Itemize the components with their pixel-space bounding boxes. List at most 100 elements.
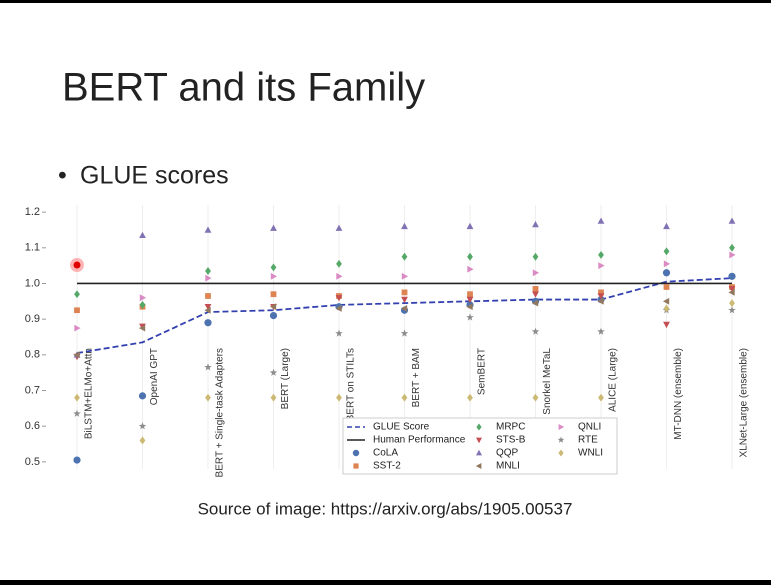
- marker: [597, 293, 605, 300]
- marker: [532, 286, 539, 292]
- marker: [204, 363, 212, 371]
- marker: [729, 299, 735, 308]
- legend-label: MNLI: [496, 461, 520, 472]
- line: [76, 277, 733, 354]
- marker: [532, 291, 539, 298]
- marker: [728, 272, 736, 280]
- marker: [74, 290, 80, 299]
- marker: [269, 303, 277, 311]
- marker: [401, 296, 408, 304]
- marker: [139, 300, 146, 309]
- x-tick-label: OpenAI GPT: [149, 348, 160, 405]
- top-border: [0, 0, 771, 3]
- legend-swatch: [558, 449, 564, 457]
- marker: [205, 393, 211, 402]
- marker: [400, 329, 409, 337]
- legend-swatch: [475, 463, 482, 469]
- legend-swatch: [353, 463, 359, 469]
- marker: [204, 319, 212, 327]
- marker: [466, 296, 474, 304]
- marker: [335, 329, 343, 337]
- marker: [74, 307, 80, 314]
- marker: [728, 306, 736, 314]
- marker: [401, 272, 409, 280]
- marker: [729, 243, 735, 252]
- x-tick-label: Snorkel MeTaL: [542, 348, 553, 415]
- marker: [598, 393, 604, 402]
- y-tick-label: 1.0: [25, 277, 40, 289]
- marker: [205, 267, 211, 275]
- y-tick-label: 0.5: [25, 456, 40, 468]
- marker: [269, 311, 278, 320]
- legend-swatch: [352, 449, 360, 457]
- marker: [662, 269, 671, 277]
- marker: [139, 436, 146, 445]
- legend-label: RTE: [578, 435, 598, 446]
- marker: [74, 324, 81, 332]
- x-tick-label: XLNet-Large (ensemble): [739, 348, 750, 458]
- marker: [663, 304, 670, 313]
- x-tick-label: MT-DNN (ensemble): [673, 348, 684, 440]
- marker: [663, 284, 670, 290]
- marker: [139, 294, 147, 302]
- marker: [663, 247, 670, 256]
- legend-label: STS-B: [496, 435, 526, 446]
- legend-swatch: [557, 436, 565, 443]
- legend-label: QQP: [496, 448, 519, 459]
- legend-label: Human Performance: [373, 435, 466, 446]
- marker: [466, 222, 474, 230]
- marker: [270, 263, 277, 272]
- marker: [467, 265, 474, 273]
- marker: [335, 224, 343, 231]
- marker: [73, 456, 81, 464]
- legend-label: QNLI: [578, 422, 601, 433]
- legend-label: MRPC: [496, 422, 525, 433]
- bullet-dot: •: [58, 162, 67, 190]
- legend-swatch: [476, 437, 482, 444]
- marker: [663, 321, 670, 329]
- legend-label: WNLI: [578, 448, 603, 459]
- marker: [205, 293, 211, 299]
- marker: [335, 295, 343, 302]
- marker: [532, 269, 540, 277]
- marker: [466, 303, 473, 311]
- marker: [598, 251, 604, 259]
- y-tick-label: 0.7: [25, 384, 40, 396]
- x-tick-label: BiLSTM+ELMo+Attn: [84, 348, 95, 439]
- marker: [270, 393, 277, 402]
- x-tick-label: SemBERT: [477, 348, 488, 395]
- marker: [269, 368, 278, 376]
- marker: [597, 297, 604, 305]
- marker: [663, 222, 670, 230]
- marker: [205, 274, 212, 282]
- marker: [532, 393, 539, 402]
- marker: [467, 252, 473, 261]
- marker: [597, 217, 605, 224]
- marker: [531, 327, 540, 335]
- marker: [597, 327, 605, 335]
- marker: [270, 272, 278, 280]
- marker: [728, 217, 736, 224]
- marker: [401, 393, 408, 402]
- x-tick-label: BERT on STILTs: [346, 348, 357, 421]
- marker: [138, 324, 146, 332]
- legend-label: SST-2: [373, 461, 401, 472]
- marker: [728, 286, 736, 293]
- marker: [729, 251, 736, 259]
- y-tick-label: 0.6: [25, 420, 40, 432]
- y-tick-label: 0.8: [25, 349, 40, 361]
- source-text: Source of image: https://arxiv.org/abs/1…: [198, 499, 573, 518]
- y-tick-label: 1.2: [25, 206, 40, 218]
- marker: [336, 393, 342, 402]
- y-tick-label: 0.9: [25, 313, 40, 325]
- legend-swatch: [558, 424, 565, 430]
- x-tick-label: BERT + BAM: [411, 348, 422, 407]
- x-tick-label: BERT (Large): [280, 348, 291, 409]
- marker: [204, 226, 212, 233]
- marker: [662, 297, 670, 305]
- marker: [531, 299, 539, 307]
- marker: [335, 305, 342, 312]
- marker: [73, 351, 80, 359]
- marker: [270, 291, 277, 298]
- marker: [532, 221, 539, 228]
